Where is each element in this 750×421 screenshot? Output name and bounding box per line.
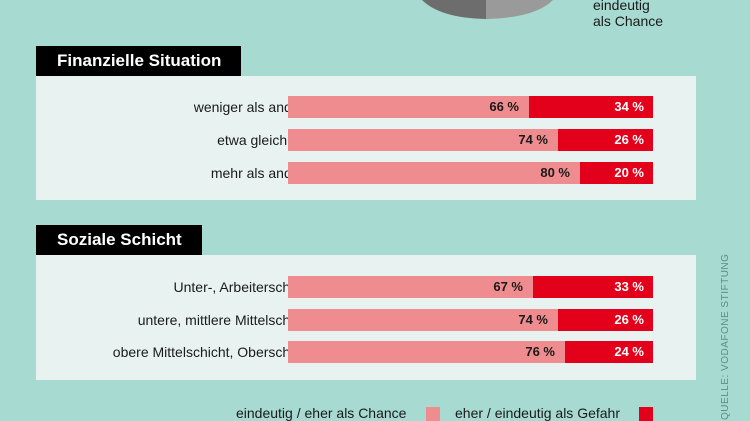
bar-segment-chance: 74 %	[288, 129, 558, 151]
bar-row: obere Mittelschicht, Oberschicht 76 % 24 …	[36, 341, 696, 363]
pie-chart-fragment	[422, 0, 553, 19]
pie-caption-line-2: als Chance	[593, 13, 664, 29]
bar-segment-chance: 74 %	[288, 309, 558, 331]
pie-caption-line-1: eindeutig	[593, 0, 650, 13]
value-label-gefahr: 26 %	[614, 132, 644, 147]
stacked-bar: 67 % 33 %	[288, 276, 653, 298]
bar-segment-chance: 76 %	[288, 341, 565, 363]
pie-slice-chance	[422, 0, 486, 19]
bar-segment-chance: 67 %	[288, 276, 533, 298]
bar-row: weniger als andere 66 % 34 %	[36, 96, 696, 118]
stacked-bar: 74 % 26 %	[288, 129, 653, 151]
stacked-bar: 66 % 34 %	[288, 96, 653, 118]
bar-row: Unter-, Arbeiterschicht 67 % 33 %	[36, 276, 696, 298]
bar-row: etwa gleich viel 74 % 26 %	[36, 129, 696, 151]
row-label: Unter-, Arbeiterschicht	[173, 279, 313, 295]
value-label-chance: 74 %	[518, 132, 548, 147]
panel-soziale-schicht: Unter-, Arbeiterschicht 67 % 33 % untere,…	[36, 255, 696, 380]
pie-caption: eindeutig als Chance	[593, 0, 663, 29]
value-label-gefahr: 33 %	[614, 279, 644, 294]
value-label-chance: 66 %	[489, 99, 519, 114]
value-label-gefahr: 20 %	[614, 165, 644, 180]
bar-row: untere, mittlere Mittelschicht 74 % 26 %	[36, 309, 696, 331]
row-label: weniger als andere	[193, 99, 312, 115]
legend-label-gefahr: eher / eindeutig als Gefahr	[455, 405, 620, 421]
bar-segment-gefahr: 26 %	[558, 309, 653, 331]
value-label-chance: 74 %	[518, 312, 548, 327]
row-label: untere, mittlere Mittelschicht	[137, 312, 312, 328]
bar-segment-gefahr: 20 %	[580, 162, 653, 184]
bar-segment-gefahr: 34 %	[529, 96, 653, 118]
section-title-soziale-schicht: Soziale Schicht	[36, 225, 202, 255]
bar-segment-chance: 80 %	[288, 162, 580, 184]
legend-swatch-chance	[426, 407, 440, 421]
bar-segment-gefahr: 24 %	[565, 341, 653, 363]
row-label: obere Mittelschicht, Oberschicht	[112, 344, 312, 360]
stacked-bar: 80 % 20 %	[288, 162, 653, 184]
value-label-gefahr: 24 %	[614, 344, 644, 359]
pie-slice-gefahr	[486, 0, 553, 19]
bar-row: mehr als andere 80 % 20 %	[36, 162, 696, 184]
stacked-bar: 76 % 24 %	[288, 341, 653, 363]
stacked-bar: 74 % 26 %	[288, 309, 653, 331]
panel-finanzielle-situation: weniger als andere 66 % 34 % etwa gleich …	[36, 76, 696, 200]
bar-segment-gefahr: 33 %	[533, 276, 653, 298]
legend-swatch-gefahr	[639, 407, 653, 421]
value-label-chance: 80 %	[540, 165, 570, 180]
legend-label-chance: eindeutig / eher als Chance	[236, 405, 407, 421]
value-label-chance: 76 %	[525, 344, 555, 359]
section-title-finanzielle-situation: Finanzielle Situation	[36, 46, 242, 76]
row-label: mehr als andere	[210, 165, 312, 181]
value-label-gefahr: 34 %	[614, 99, 644, 114]
bar-segment-gefahr: 26 %	[558, 129, 653, 151]
bar-segment-chance: 66 %	[288, 96, 529, 118]
source-note: QUELLE: VODAFONE STIFTUNG	[720, 253, 731, 420]
value-label-chance: 67 %	[493, 279, 523, 294]
value-label-gefahr: 26 %	[614, 312, 644, 327]
